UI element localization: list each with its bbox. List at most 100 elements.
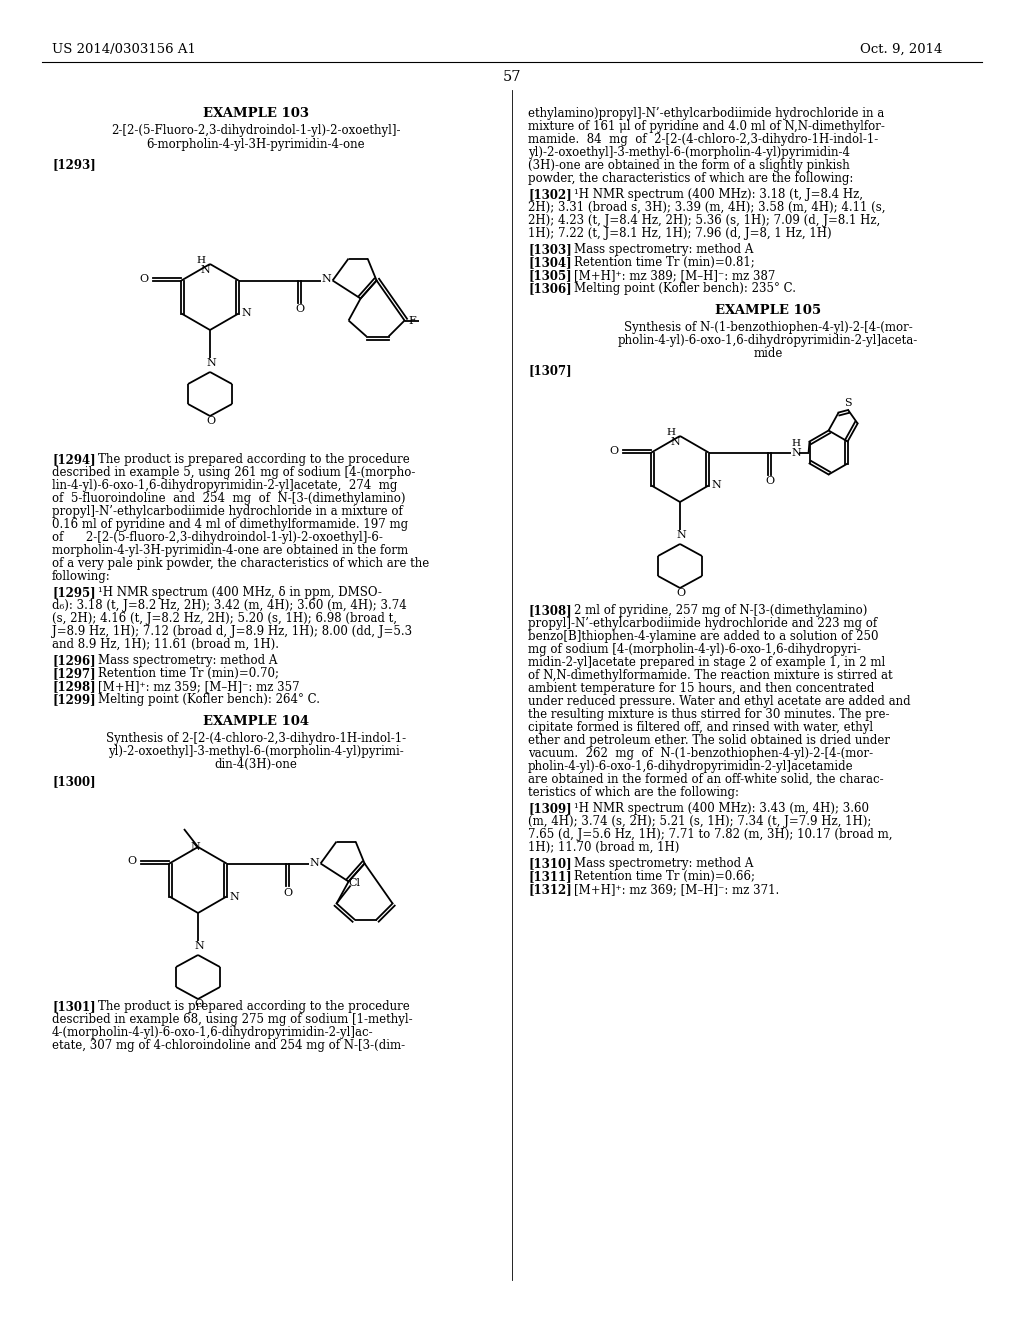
Text: [1294]: [1294] [52,453,95,466]
Text: ethylamino)propyl]-N’-ethylcarbodiimide hydrochloride in a: ethylamino)propyl]-N’-ethylcarbodiimide … [528,107,885,120]
Text: [1301]: [1301] [52,1001,95,1012]
Text: 7.65 (d, J=5.6 Hz, 1H); 7.71 to 7.82 (m, 3H); 10.17 (broad m,: 7.65 (d, J=5.6 Hz, 1H); 7.71 to 7.82 (m,… [528,828,893,841]
Text: S: S [844,399,852,408]
Text: O: O [609,446,618,455]
Text: 2H); 4.23 (t, J=8.4 Hz, 2H); 5.36 (s, 1H); 7.09 (d, J=8.1 Hz,: 2H); 4.23 (t, J=8.4 Hz, 2H); 5.36 (s, 1H… [528,214,881,227]
Text: mamide.  84  mg  of  2-[2-(4-chloro-2,3-dihydro-1H-indol-1-: mamide. 84 mg of 2-[2-(4-chloro-2,3-dihy… [528,133,879,147]
Text: O: O [127,857,136,866]
Text: Melting point (Kofler bench): 235° C.: Melting point (Kofler bench): 235° C. [574,282,796,294]
Text: [M+H]⁺: mz 389; [M–H]⁻: mz 387: [M+H]⁺: mz 389; [M–H]⁻: mz 387 [574,269,775,282]
Text: [1309]: [1309] [528,803,571,814]
Text: of      2-[2-(5-fluoro-2,3-dihydroindol-1-yl)-2-oxoethyl]-6-: of 2-[2-(5-fluoro-2,3-dihydroindol-1-yl)… [52,531,383,544]
Text: The product is prepared according to the procedure: The product is prepared according to the… [98,1001,410,1012]
Text: midin-2-yl]acetate prepared in stage 2 of example 1, in 2 ml: midin-2-yl]acetate prepared in stage 2 o… [528,656,886,669]
Text: etate, 307 mg of 4-chloroindoline and 254 mg of N-[3-(dim-: etate, 307 mg of 4-chloroindoline and 25… [52,1039,406,1052]
Text: Cl: Cl [348,878,360,887]
Text: N: N [670,437,680,447]
Text: [1303]: [1303] [528,243,571,256]
Text: din-4(3H)-one: din-4(3H)-one [215,758,297,771]
Text: N: N [206,358,216,368]
Text: (m, 4H); 3.74 (s, 2H); 5.21 (s, 1H); 7.34 (t, J=7.9 Hz, 1H);: (m, 4H); 3.74 (s, 2H); 5.21 (s, 1H); 7.3… [528,814,871,828]
Text: [M+H]⁺: mz 369; [M–H]⁻: mz 371.: [M+H]⁺: mz 369; [M–H]⁻: mz 371. [574,883,779,896]
Text: ¹H NMR spectrum (400 MHz, δ in ppm, DMSO-: ¹H NMR spectrum (400 MHz, δ in ppm, DMSO… [98,586,382,599]
Text: Mass spectrometry: method A: Mass spectrometry: method A [98,653,278,667]
Text: N: N [792,449,802,458]
Text: [1296]: [1296] [52,653,95,667]
Text: N: N [190,842,200,851]
Text: Synthesis of 2-[2-(4-chloro-2,3-dihydro-1H-indol-1-: Synthesis of 2-[2-(4-chloro-2,3-dihydro-… [105,733,407,744]
Text: of a very pale pink powder, the characteristics of which are the: of a very pale pink powder, the characte… [52,557,429,570]
Text: ambient temperature for 15 hours, and then concentrated: ambient temperature for 15 hours, and th… [528,682,874,696]
Text: teristics of which are the following:: teristics of which are the following: [528,785,739,799]
Text: O: O [139,273,148,284]
Text: The product is prepared according to the procedure: The product is prepared according to the… [98,453,410,466]
Text: N: N [676,531,686,540]
Text: and 8.9 Hz, 1H); 11.61 (broad m, 1H).: and 8.9 Hz, 1H); 11.61 (broad m, 1H). [52,638,279,651]
Text: O: O [194,999,203,1008]
Text: EXAMPLE 104: EXAMPLE 104 [203,715,309,729]
Text: 1H); 7.22 (t, J=8.1 Hz, 1H); 7.96 (d, J=8, 1 Hz, 1H): 1H); 7.22 (t, J=8.1 Hz, 1H); 7.96 (d, J=… [528,227,831,240]
Text: mixture of 161 μl of pyridine and 4.0 ml of N,N-dimethylfor-: mixture of 161 μl of pyridine and 4.0 ml… [528,120,885,133]
Text: [1306]: [1306] [528,282,571,294]
Text: [M+H]⁺: mz 359; [M–H]⁻: mz 357: [M+H]⁺: mz 359; [M–H]⁻: mz 357 [98,680,300,693]
Text: morpholin-4-yl-3H-pyrimidin-4-one are obtained in the form: morpholin-4-yl-3H-pyrimidin-4-one are ob… [52,544,409,557]
Text: of  5-fluoroindoline  and  254  mg  of  N-[3-(dimethylamino): of 5-fluoroindoline and 254 mg of N-[3-(… [52,492,406,506]
Text: 6-morpholin-4-yl-3H-pyrimidin-4-one: 6-morpholin-4-yl-3H-pyrimidin-4-one [146,139,366,150]
Text: 2H); 3.31 (broad s, 3H); 3.39 (m, 4H); 3.58 (m, 4H); 4.11 (s,: 2H); 3.31 (broad s, 3H); 3.39 (m, 4H); 3… [528,201,886,214]
Text: mide: mide [754,347,782,360]
Text: H: H [792,438,801,447]
Text: Retention time Tr (min)=0.66;: Retention time Tr (min)=0.66; [574,870,755,883]
Text: [1293]: [1293] [52,158,96,172]
Text: Retention time Tr (min)=0.81;: Retention time Tr (min)=0.81; [574,256,755,269]
Text: O: O [284,887,293,898]
Text: [1298]: [1298] [52,680,95,693]
Text: Retention time Tr (min)=0.70;: Retention time Tr (min)=0.70; [98,667,279,680]
Text: cipitate formed is filtered off, and rinsed with water, ethyl: cipitate formed is filtered off, and rin… [528,721,873,734]
Text: Mass spectrometry: method A: Mass spectrometry: method A [574,243,754,256]
Text: 57: 57 [503,70,521,84]
Text: [1310]: [1310] [528,857,571,870]
Text: [1311]: [1311] [528,870,571,883]
Text: EXAMPLE 103: EXAMPLE 103 [203,107,309,120]
Text: [1299]: [1299] [52,693,95,706]
Text: 0.16 ml of pyridine and 4 ml of dimethylformamide. 197 mg: 0.16 ml of pyridine and 4 ml of dimethyl… [52,517,409,531]
Text: yl)-2-oxoethyl]-3-methyl-6-(morpholin-4-yl)pyrimi-: yl)-2-oxoethyl]-3-methyl-6-(morpholin-4-… [109,744,403,758]
Text: US 2014/0303156 A1: US 2014/0303156 A1 [52,44,196,55]
Text: described in example 68, using 275 mg of sodium [1-methyl-: described in example 68, using 275 mg of… [52,1012,413,1026]
Text: Melting point (Kofler bench): 264° C.: Melting point (Kofler bench): 264° C. [98,693,319,706]
Text: [1297]: [1297] [52,667,95,680]
Text: N: N [309,858,319,867]
Text: ¹H NMR spectrum (400 MHz): 3.43 (m, 4H); 3.60: ¹H NMR spectrum (400 MHz): 3.43 (m, 4H);… [574,803,869,814]
Text: O: O [766,477,775,487]
Text: 2-[2-(5-Fluoro-2,3-dihydroindol-1-yl)-2-oxoethyl]-: 2-[2-(5-Fluoro-2,3-dihydroindol-1-yl)-2-… [112,124,400,137]
Text: the resulting mixture is thus stirred for 30 minutes. The pre-: the resulting mixture is thus stirred fo… [528,708,890,721]
Text: described in example 5, using 261 mg of sodium [4-(morpho-: described in example 5, using 261 mg of … [52,466,416,479]
Text: N: N [229,891,240,902]
Text: under reduced pressure. Water and ethyl acetate are added and: under reduced pressure. Water and ethyl … [528,696,910,708]
Text: of N,N-dimethylformamide. The reaction mixture is stirred at: of N,N-dimethylformamide. The reaction m… [528,669,893,682]
Text: [1307]: [1307] [528,364,571,378]
Text: J=8.9 Hz, 1H); 7.12 (broad d, J=8.9 Hz, 1H); 8.00 (dd, J=5.3: J=8.9 Hz, 1H); 7.12 (broad d, J=8.9 Hz, … [52,624,412,638]
Text: [1312]: [1312] [528,883,571,896]
Text: ¹H NMR spectrum (400 MHz): 3.18 (t, J=8.4 Hz,: ¹H NMR spectrum (400 MHz): 3.18 (t, J=8.… [574,187,863,201]
Text: 1H); 11.70 (broad m, 1H): 1H); 11.70 (broad m, 1H) [528,841,679,854]
Text: H: H [666,428,675,437]
Text: H: H [196,256,205,265]
Text: [1302]: [1302] [528,187,571,201]
Text: powder, the characteristics of which are the following:: powder, the characteristics of which are… [528,172,853,185]
Text: 4-(morpholin-4-yl)-6-oxo-1,6-dihydropyrimidin-2-yl]ac-: 4-(morpholin-4-yl)-6-oxo-1,6-dihydropyri… [52,1026,374,1039]
Text: [1304]: [1304] [528,256,571,269]
Text: benzo[B]thiophen-4-ylamine are added to a solution of 250: benzo[B]thiophen-4-ylamine are added to … [528,630,879,643]
Text: O: O [296,305,305,314]
Text: [1305]: [1305] [528,269,571,282]
Text: (3H)-one are obtained in the form of a slightly pinkish: (3H)-one are obtained in the form of a s… [528,158,850,172]
Text: O: O [676,587,685,598]
Text: N: N [322,275,332,285]
Text: [1308]: [1308] [528,605,571,616]
Text: [1295]: [1295] [52,586,95,599]
Text: F: F [409,315,417,326]
Text: N: N [200,265,210,275]
Text: pholin-4-yl)-6-oxo-1,6-dihydropyrimidin-2-yl]aceta-: pholin-4-yl)-6-oxo-1,6-dihydropyrimidin-… [617,334,919,347]
Text: propyl]-N’-ethylcarbodiimide hydrochloride in a mixture of: propyl]-N’-ethylcarbodiimide hydrochlori… [52,506,402,517]
Text: mg of sodium [4-(morpholin-4-yl)-6-oxo-1,6-dihydropyri-: mg of sodium [4-(morpholin-4-yl)-6-oxo-1… [528,643,861,656]
